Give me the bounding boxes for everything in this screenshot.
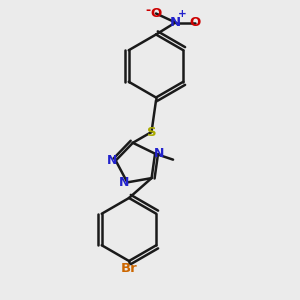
Text: N: N — [154, 147, 164, 160]
Text: +: + — [178, 9, 187, 19]
Text: N: N — [107, 154, 117, 167]
Text: Br: Br — [121, 262, 137, 275]
Text: O: O — [189, 16, 201, 29]
Text: S: S — [147, 125, 156, 139]
Text: -: - — [145, 4, 150, 17]
Text: N: N — [118, 176, 129, 189]
Text: N: N — [170, 16, 181, 29]
Text: O: O — [150, 7, 162, 20]
